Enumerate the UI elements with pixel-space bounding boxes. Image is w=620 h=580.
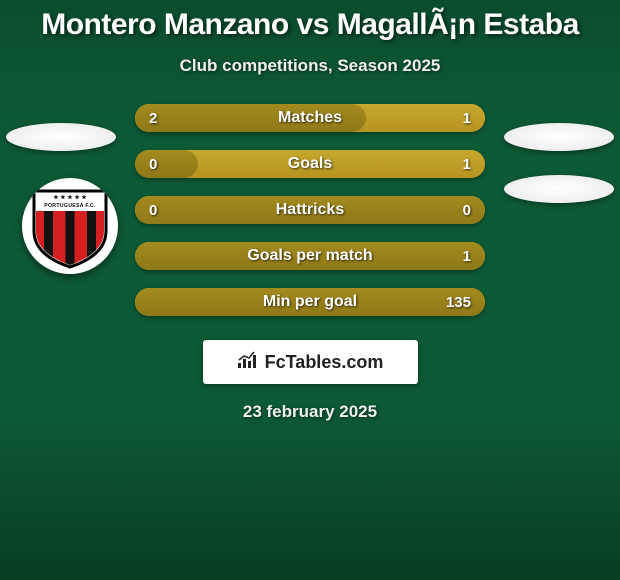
stat-label: Goals: [135, 150, 485, 178]
stat-value-right: 1: [463, 104, 471, 132]
attribution-badge: FcTables.com: [203, 340, 418, 384]
svg-text:★ ★ ★ ★ ★: ★ ★ ★ ★ ★: [53, 194, 87, 201]
stat-label: Hattricks: [135, 196, 485, 224]
flag-right-1: [504, 123, 614, 151]
stat-label: Goals per match: [135, 242, 485, 270]
date-text: 23 february 2025: [243, 402, 377, 422]
stat-rows: Matches21Goals01Hattricks00Goals per mat…: [135, 104, 485, 316]
subtitle: Club competitions, Season 2025: [180, 56, 441, 76]
stat-value-left: 0: [149, 196, 157, 224]
stat-row: Hattricks0 0: [135, 196, 485, 224]
stat-label: Matches: [135, 104, 485, 132]
svg-text:PORTUGUESA F.C.: PORTUGUESA F.C.: [44, 203, 96, 209]
stat-value-right: 1: [463, 242, 471, 270]
stat-value-left: 0: [149, 150, 157, 178]
club-shield-icon: ★ ★ ★ ★ ★ PORTUGUESA F.C.: [30, 183, 110, 269]
stat-row: Goals0 1: [135, 150, 485, 178]
stat-row: Min per goal135: [135, 288, 485, 316]
flag-right-2: [504, 175, 614, 203]
stat-label: Min per goal: [135, 288, 485, 316]
page-title: Montero Manzano vs MagallÃ¡n Estaba: [41, 8, 579, 42]
stat-value-right: 1: [463, 150, 471, 178]
stat-row: Matches2 1: [135, 104, 485, 132]
attribution-text: FcTables.com: [265, 352, 384, 373]
stat-value-left: 2: [149, 104, 157, 132]
stat-row: Goals per match1: [135, 242, 485, 270]
stat-value-right: 0: [463, 196, 471, 224]
flag-left-1: [6, 123, 116, 151]
chart-icon: [237, 351, 259, 374]
club-logo: ★ ★ ★ ★ ★ PORTUGUESA F.C.: [22, 178, 118, 274]
stat-value-right: 135: [446, 288, 471, 316]
